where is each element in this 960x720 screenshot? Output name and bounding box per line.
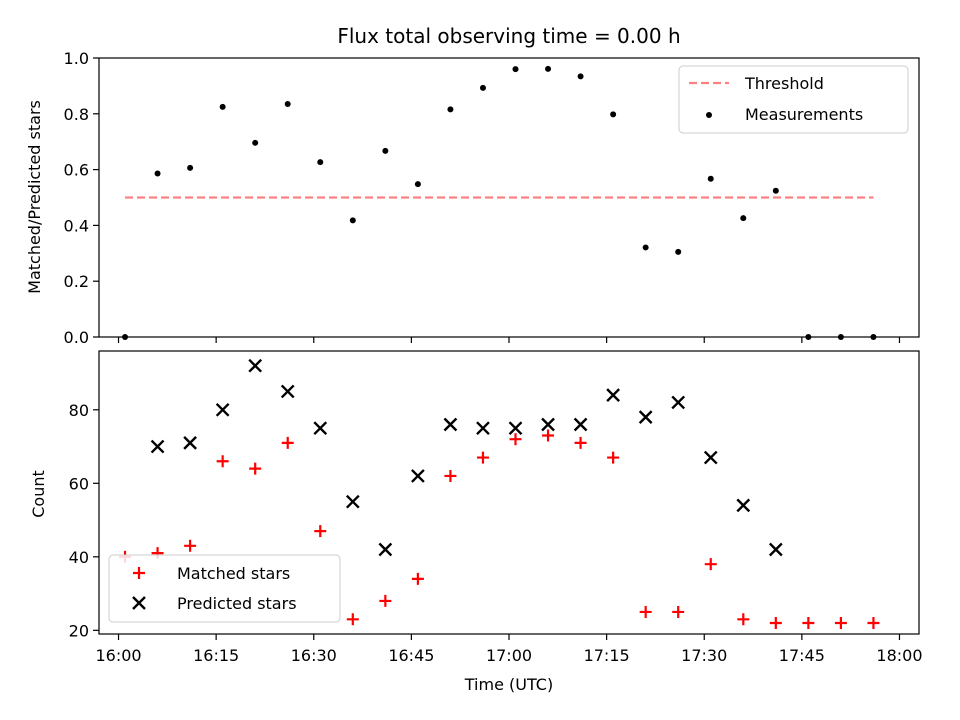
measurement-point [284,101,291,108]
top-y-tick-label: 0.0 [64,328,89,347]
top-legend-box [678,65,909,134]
bottom-y-tick-label: 60 [69,474,89,493]
matched-star-point [639,605,652,618]
matched-star-point [346,613,359,626]
bottom-legend: Matched stars Predicted stars [108,554,341,623]
matched-star-point [542,429,555,442]
matched-star-point [607,451,620,464]
measurement-point [577,73,584,80]
x-tick-label: 17:30 [681,646,727,665]
predicted-star-point [638,410,653,425]
top-chart-title: Flux total observing time = 0.00 h [337,24,680,48]
matched-star-point [379,594,392,607]
predicted-star-point [150,439,165,454]
predicted-star-point [378,542,393,557]
measurement-point [252,139,259,146]
measurement-point [772,187,779,194]
predicted-star-point [248,358,263,373]
x-tick-label: 18:00 [876,646,922,665]
matched-star-point [411,572,424,585]
predicted-star-point [573,417,588,432]
measurement-point [545,65,552,72]
predicted-star-point [313,421,328,436]
matched-star-point [737,613,750,626]
predicted-star-point [443,417,458,432]
predicted-star-point [215,402,230,417]
measurement-point [414,181,421,188]
matched-star-point [867,616,880,629]
matched-star-point [802,616,815,629]
measurement-point [317,159,324,166]
bottom-y-axis-label: Count [29,470,48,518]
measurement-point [154,170,161,177]
measurement-point [642,244,649,251]
measurement-point [187,164,194,171]
measurement-point [610,111,617,118]
x-tick-label: 17:15 [584,646,630,665]
x-tick-label: 16:15 [193,646,239,665]
top-panel: 0.0 0.2 0.4 0.6 0.8 1.0 Threshold Measurements [64,49,920,347]
bottom-y-tick-label: 20 [69,621,89,640]
matched-star-point [216,455,229,468]
predicted-star-point [476,421,490,436]
matched-star-point [249,462,262,475]
legend-measurements-swatch [706,112,712,118]
predicted-star-point [768,542,783,557]
matched-star-point [574,436,587,449]
matched-star-point [834,616,847,629]
legend-matched-label: Matched stars [177,564,290,583]
predicted-star-point [541,417,555,432]
matched-star-point [769,616,782,629]
predicted-star-point [280,384,295,399]
measurement-point [219,103,226,110]
matched-star-point [509,433,522,446]
top-y-axis-label: Matched/Predicted stars [25,100,44,294]
predicted-star-point [345,494,360,509]
top-legend: Threshold Measurements [678,65,909,134]
predicted-star-point [671,395,686,410]
matched-star-point [704,558,717,571]
predicted-star-point [508,421,523,436]
top-y-tick-label: 0.2 [64,272,89,291]
matched-star-point [476,451,489,464]
top-y-tick-label: 0.6 [64,161,89,180]
predicted-star-point [703,450,718,465]
measurement-point [382,147,389,154]
x-tick-label: 16:45 [388,646,434,665]
legend-predicted-swatch [132,596,146,610]
matched-star-point [281,436,294,449]
matched-star-point [314,525,327,538]
bottom-y-tick-label: 40 [69,548,89,567]
x-tick-label: 17:00 [486,646,532,665]
legend-measurements-label: Measurements [745,105,863,124]
x-tick-label: 16:00 [95,646,141,665]
x-tick-label: 16:30 [291,646,337,665]
legend-matched-swatch [133,567,145,579]
legend-predicted-label: Predicted stars [177,594,297,613]
measurement-point [447,106,454,113]
measurement-point [675,248,682,255]
predicted-star-point [736,498,751,513]
matched-star-point [444,469,457,482]
measurement-point [512,66,519,73]
measurement-point [740,215,747,222]
predicted-star-point [606,388,620,402]
top-y-tick-label: 0.4 [64,216,89,235]
top-y-tick-label: 1.0 [64,49,89,68]
predicted-star-point [183,436,197,450]
matched-star-point [184,539,197,552]
measurement-point [479,84,486,91]
matched-star-point [672,605,685,618]
bottom-y-tick-label: 80 [69,401,89,420]
x-tick-label: 17:45 [779,646,825,665]
top-y-tick-label: 0.8 [64,105,89,124]
x-axis-label: Time (UTC) [464,675,553,694]
measurement-point [349,217,356,224]
bottom-panel: 20 40 60 80 16:00 16:15 16:30 16:45 17:00 17:15 17… [69,350,923,665]
bottom-legend-box [108,554,341,623]
predicted-star-point [411,469,425,483]
legend-threshold-label: Threshold [744,74,824,93]
measurement-point [707,175,714,182]
